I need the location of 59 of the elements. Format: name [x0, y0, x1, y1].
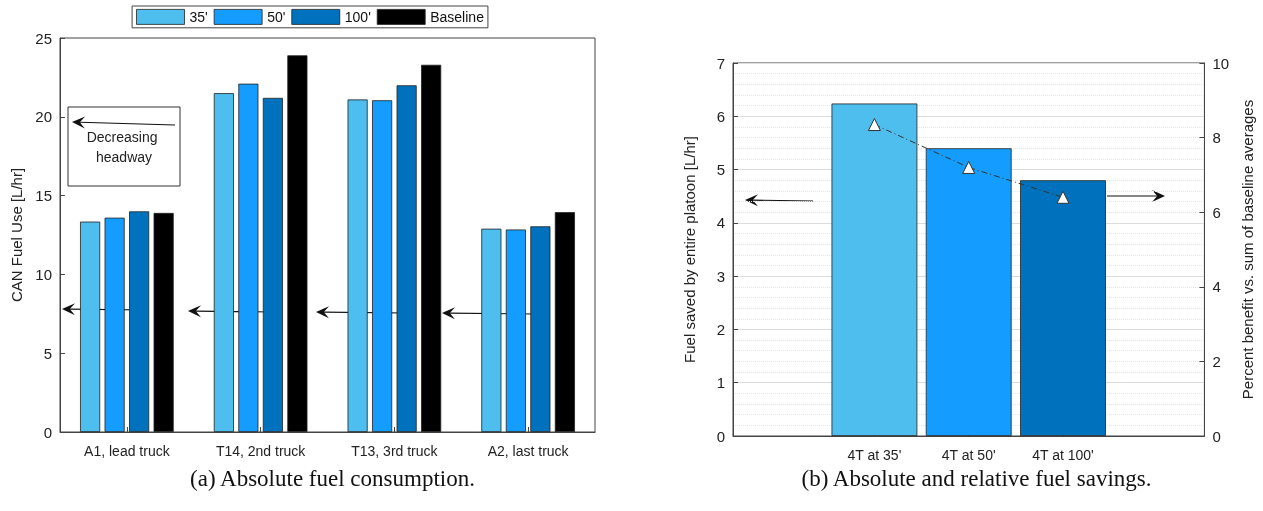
x-tick-label: A1, lead truck [84, 443, 171, 459]
y2-tick-label: 8 [1212, 129, 1221, 147]
bar [481, 228, 502, 432]
point [1056, 190, 1070, 204]
bar [925, 148, 1012, 436]
y-axis-title: Fuel saved by entire platoon [L/hr] [681, 136, 698, 363]
y2-tick-label: 6 [1212, 203, 1221, 221]
y2-tick-label: 4 [1212, 278, 1221, 296]
bar [80, 221, 101, 432]
bar [505, 229, 526, 432]
y-tick-label: 7 [716, 54, 725, 72]
x-tick-label: 4T at 35' [847, 447, 902, 463]
bar [831, 103, 918, 436]
bar [554, 212, 575, 432]
text: (a) Absolute fuel consumption. [190, 466, 475, 491]
x-tick-label: T14, 2nd truck [215, 443, 307, 459]
y-tick-label: 0 [43, 423, 52, 441]
point [867, 118, 881, 132]
y-tick-label: 20 [35, 108, 52, 126]
bar [421, 64, 442, 432]
y2-tick-label: 10 [1212, 54, 1230, 72]
bar [238, 83, 259, 432]
bar [347, 99, 368, 432]
y-tick-label: 1 [716, 374, 725, 392]
x-tick-label: 4T at 50' [941, 447, 996, 463]
y-tick-label: 2 [716, 320, 725, 338]
y2-axis-title: Percent benefit vs. sum of baseline averages [1239, 99, 1256, 400]
y-tick-label: 5 [43, 344, 52, 362]
text: (b) Absolute and relative fuel savings. [801, 466, 1152, 491]
legend-label: 50' [267, 8, 286, 25]
y-tick-label: 4 [716, 214, 725, 232]
bar [213, 93, 234, 432]
x-tick-label: 4T at 100' [1032, 447, 1094, 463]
y-tick-label: 6 [716, 107, 725, 125]
bar [530, 226, 551, 432]
x-tick-label: A2, last truck [487, 443, 570, 459]
legend-label: 35' [189, 8, 208, 25]
y-tick-label: 25 [35, 29, 52, 47]
bar [396, 85, 417, 432]
y2-tick-label: 0 [1212, 427, 1221, 445]
bar [372, 100, 393, 432]
bar [104, 217, 125, 432]
point [962, 160, 976, 174]
bar [1020, 180, 1106, 436]
bar [287, 55, 308, 432]
y-tick-label: 0 [716, 427, 725, 445]
y-tick-label: 3 [716, 267, 725, 285]
bar [262, 97, 283, 432]
x-tick-label: T13, 3rd truck [351, 443, 439, 459]
y2-tick-label: 2 [1212, 352, 1221, 370]
bar [153, 212, 174, 432]
y-axis-title: CAN Fuel Use [L/hr] [8, 167, 25, 303]
bar [129, 211, 150, 432]
annotation: Decreasing headway [86, 129, 162, 165]
y-tick-label: 15 [35, 187, 52, 205]
y-tick-label: 10 [35, 265, 52, 283]
y-tick-label: 5 [716, 161, 725, 179]
legend-label: 100' [344, 8, 371, 25]
legend-label: Baseline [430, 8, 485, 25]
